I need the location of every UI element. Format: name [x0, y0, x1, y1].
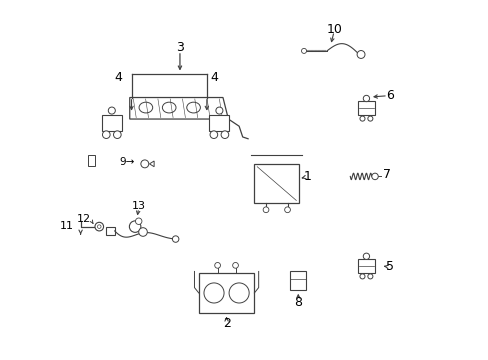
- Polygon shape: [149, 161, 154, 167]
- Circle shape: [97, 225, 101, 228]
- Text: 4: 4: [114, 71, 122, 84]
- Text: 9→: 9→: [120, 157, 135, 167]
- Text: 8: 8: [294, 296, 302, 309]
- Polygon shape: [129, 98, 228, 119]
- Circle shape: [363, 95, 369, 102]
- Text: 1: 1: [303, 170, 310, 183]
- Circle shape: [108, 107, 115, 114]
- Circle shape: [214, 262, 220, 268]
- Circle shape: [228, 283, 249, 303]
- Text: 5: 5: [385, 260, 393, 273]
- Ellipse shape: [139, 102, 152, 113]
- Circle shape: [210, 131, 217, 139]
- Circle shape: [102, 131, 110, 139]
- Text: 4: 4: [210, 71, 218, 84]
- Circle shape: [113, 131, 121, 139]
- Circle shape: [215, 107, 223, 114]
- Bar: [198, 273, 254, 313]
- Circle shape: [141, 160, 148, 168]
- Text: 7: 7: [382, 168, 390, 181]
- Text: 12: 12: [77, 214, 91, 224]
- Bar: [357, 259, 374, 273]
- Text: 11: 11: [60, 221, 73, 231]
- Circle shape: [172, 236, 179, 242]
- Circle shape: [129, 221, 141, 232]
- Circle shape: [221, 131, 228, 139]
- Circle shape: [356, 50, 364, 58]
- Circle shape: [263, 207, 268, 213]
- Text: 13: 13: [131, 201, 145, 211]
- Circle shape: [359, 116, 364, 121]
- Circle shape: [363, 253, 369, 260]
- Circle shape: [232, 262, 238, 268]
- Circle shape: [284, 207, 290, 213]
- Ellipse shape: [186, 102, 200, 113]
- Circle shape: [371, 173, 378, 180]
- Circle shape: [367, 116, 372, 121]
- Circle shape: [95, 222, 103, 231]
- Text: 10: 10: [325, 23, 342, 36]
- Bar: [105, 226, 115, 235]
- Text: 6: 6: [385, 89, 393, 102]
- Text: 2: 2: [222, 317, 230, 330]
- Circle shape: [203, 283, 224, 303]
- Bar: [102, 114, 122, 131]
- Bar: [88, 155, 95, 166]
- Ellipse shape: [162, 102, 176, 113]
- Text: 3: 3: [176, 41, 183, 54]
- Circle shape: [359, 274, 364, 279]
- Circle shape: [135, 218, 142, 225]
- Circle shape: [301, 48, 306, 53]
- Bar: [357, 101, 374, 116]
- Circle shape: [367, 274, 372, 279]
- Bar: [209, 114, 229, 131]
- Bar: [254, 164, 299, 203]
- Circle shape: [139, 228, 147, 236]
- Bar: [290, 271, 305, 290]
- Bar: [35, 155, 42, 166]
